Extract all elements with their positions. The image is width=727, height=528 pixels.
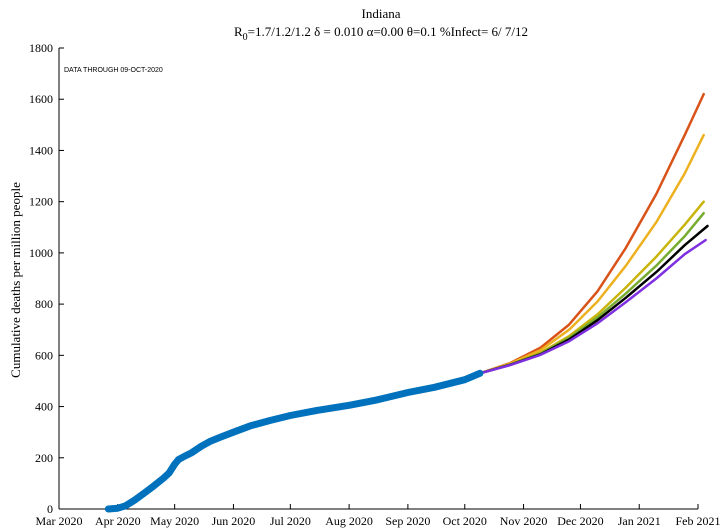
y-tick-label: 1400	[29, 143, 53, 157]
x-tick-label: Sep 2020	[385, 514, 430, 528]
series-projection-line-4	[478, 211, 705, 375]
x-tick-label: Feb 2021	[676, 514, 721, 528]
y-tick-label: 0	[47, 502, 53, 516]
y-tick-label: 600	[35, 348, 53, 362]
data-through-annotation: DATA THROUGH 09-OCT-2020	[64, 67, 163, 74]
y-tick-label: 800	[35, 297, 53, 311]
axes-layer: 0 200 400 600 800 1000 1200 1400 1600 1800 Mar 202…	[29, 41, 721, 528]
series-projection-line-2	[478, 133, 705, 375]
series-projection-line-6	[478, 238, 707, 375]
y-tick-label: 1000	[29, 246, 53, 260]
x-tick-label: Mar 2020	[36, 514, 83, 528]
x-tick-label: Dec 2020	[557, 514, 603, 528]
subtitle-parameters: =1.7/1.2/1.2 δ = 0.010 α=0.00 θ=0.1 %Inf…	[248, 24, 528, 39]
y-tick-label: 1600	[29, 92, 53, 106]
chart-title: Indiana	[362, 6, 401, 21]
x-tick-label: Apr 2020	[95, 514, 141, 528]
y-tick-label: 400	[35, 400, 53, 414]
series-layer	[104, 92, 709, 513]
x-tick-label: Jun 2020	[212, 514, 256, 528]
x-tick-label: Oct 2020	[443, 514, 487, 528]
y-tick-label: 200	[35, 451, 53, 465]
series-observed-line	[104, 369, 484, 513]
x-tick-label: Aug 2020	[325, 514, 373, 528]
subtitle-r-label: R	[234, 24, 243, 39]
y-axis-label: Cumulative deaths per million people	[8, 182, 23, 378]
x-tick-label: Jan 2021	[618, 514, 661, 528]
series-projection-line-1	[478, 92, 705, 375]
series-projection-line-3	[478, 200, 705, 375]
x-tick-label: Jul 2020	[270, 514, 311, 528]
chart-subtitle: R0=1.7/1.2/1.2 δ = 0.010 α=0.00 θ=0.1 %I…	[234, 24, 528, 43]
x-tick-label: May 2020	[150, 514, 199, 528]
y-tick-label: 1200	[29, 195, 53, 209]
x-tick-label: Nov 2020	[500, 514, 548, 528]
y-tick-label: 1800	[29, 41, 53, 55]
subtitle-r-subscript: 0	[243, 32, 248, 43]
